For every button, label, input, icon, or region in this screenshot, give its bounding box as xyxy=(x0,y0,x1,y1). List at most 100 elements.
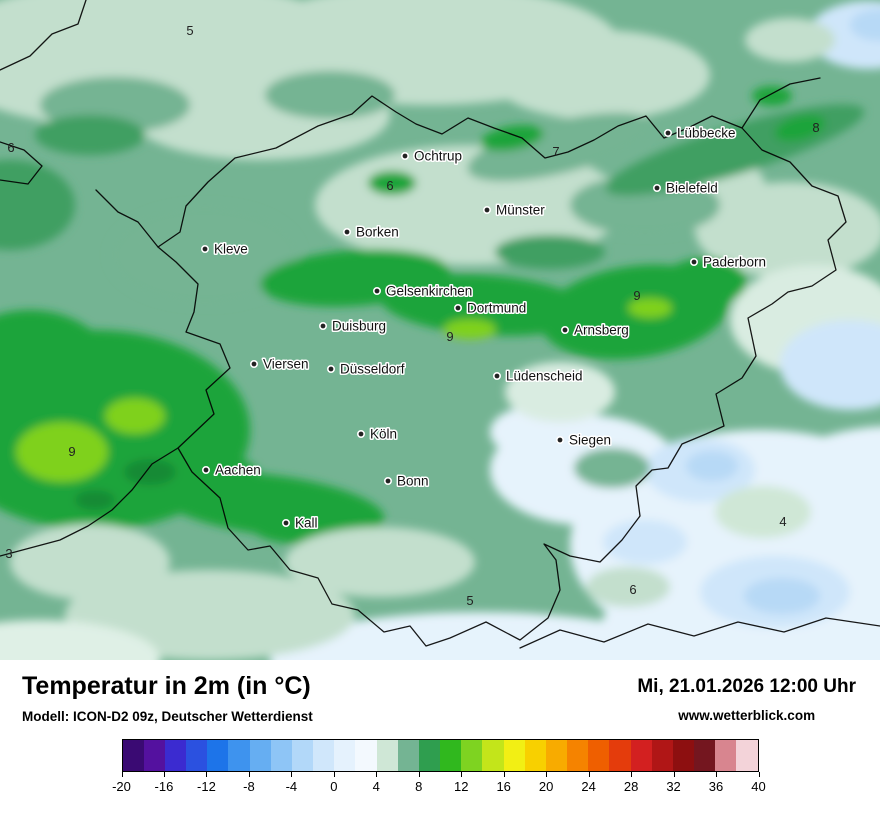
border-north-east xyxy=(741,77,821,129)
city-marker-ochtrup: Ochtrup xyxy=(400,147,464,165)
temperature-value-label: 3 xyxy=(5,546,12,561)
temperature-value-label: 5 xyxy=(466,593,473,608)
city-dot xyxy=(356,429,365,438)
colorbar-tick-label: 40 xyxy=(751,778,766,794)
city-marker-kln: Köln xyxy=(356,425,399,443)
colorbar-tick-label: 32 xyxy=(666,778,681,794)
colorbar-segment xyxy=(694,739,716,771)
city-label: Bielefeld xyxy=(666,181,718,196)
colorbar-segment xyxy=(334,739,356,771)
colorbar-segment xyxy=(482,739,504,771)
city-marker-paderborn: Paderborn xyxy=(689,253,768,271)
colorbar-tickmark xyxy=(716,771,718,777)
colorbar-segment xyxy=(588,739,610,771)
colorbar-gradient xyxy=(121,738,759,772)
city-dot xyxy=(663,129,672,138)
colorbar-segment xyxy=(397,739,419,771)
colorbar-tick-label: 20 xyxy=(538,778,554,794)
colorbar-segment xyxy=(228,739,250,771)
border-south-east xyxy=(519,617,880,649)
city-marker-arnsberg: Arnsberg xyxy=(560,321,630,339)
city-label: Münster xyxy=(496,203,545,218)
colorbar-tickmark xyxy=(758,771,760,777)
city-dot xyxy=(250,359,259,368)
colorbar-tickmark xyxy=(206,771,208,777)
colorbar-segment xyxy=(207,739,229,771)
model-info: Modell: ICON-D2 09z, Deutscher Wetterdie… xyxy=(22,708,313,724)
city-marker-kleve: Kleve xyxy=(201,240,249,258)
footer-header-row: Temperatur in 2m (in °C) Modell: ICON-D2… xyxy=(0,660,880,724)
colorbar-axis: -20 -16 -12 -8 -4 0 4 8 12 16 20 24 28 32 36 40 xyxy=(112,771,766,798)
colorbar-segment xyxy=(715,739,737,771)
city-marker-ldenscheid: Lüdenscheid xyxy=(492,367,584,385)
colorbar-tickmark xyxy=(376,771,378,777)
city-marker-viersen: Viersen xyxy=(250,355,310,373)
city-dot xyxy=(383,476,392,485)
city-marker-aachen: Aachen xyxy=(202,461,262,479)
temperature-value-label: 4 xyxy=(779,514,786,529)
colorbar-tick-label: -4 xyxy=(285,778,298,794)
city-label: Aachen xyxy=(215,463,261,478)
valid-datetime: Mi, 21.01.2026 12:00 Uhr xyxy=(637,676,856,697)
border-netherlands xyxy=(95,189,159,248)
colorbar-tick-label: -16 xyxy=(154,778,174,794)
colorbar-tick-label: 8 xyxy=(415,778,423,794)
colorbar-tick-label: 4 xyxy=(372,778,380,794)
city-label: Lübbecke xyxy=(677,126,736,141)
city-dot xyxy=(201,245,210,254)
colorbar-tickmark xyxy=(291,771,293,777)
colorbar-tickmark xyxy=(546,771,548,777)
colorbar-segment xyxy=(270,739,292,771)
temperature-value-label: 8 xyxy=(812,120,819,135)
colorbar-tickmark xyxy=(163,771,165,777)
temperature-labels: 5 6 8 7 6 9 9 9 4 3 5 6 xyxy=(5,23,819,608)
colorbar-tickmark xyxy=(121,771,123,777)
map-canvas: 5 6 8 7 6 9 9 9 4 3 5 6 Ochtrup Lübbecke Bielefeld Mün… xyxy=(0,0,880,708)
temperature-value-label: 9 xyxy=(446,329,453,344)
colorbar-tickmark xyxy=(588,771,590,777)
colorbar-segment xyxy=(630,739,652,771)
colorbar-segment xyxy=(736,739,758,771)
city-marker-lbbecke: Lübbecke xyxy=(663,124,737,142)
city-dot xyxy=(689,257,698,266)
city-label: Lüdenscheid xyxy=(506,369,583,384)
city-dot xyxy=(482,206,491,215)
border-left-enclave xyxy=(0,141,43,185)
colorbar-segment xyxy=(524,739,546,771)
colorbar-tick-label: 12 xyxy=(453,778,469,794)
city-marker-mnster: Münster xyxy=(482,201,547,219)
colorbar-tick-label: 0 xyxy=(330,778,338,794)
colorbar-tickmark xyxy=(461,771,463,777)
temperature-value-label: 7 xyxy=(552,144,559,159)
colorbar-segment xyxy=(567,739,589,771)
colorbar-tick-label: 36 xyxy=(708,778,724,794)
city-label: Gelsenkirchen xyxy=(386,284,472,299)
colorbar-tick-label: 16 xyxy=(496,778,511,794)
city-marker-bielefeld: Bielefeld xyxy=(652,179,719,197)
colorbar-segment xyxy=(461,739,483,771)
city-marker-dsseldorf: Düsseldorf xyxy=(326,360,406,378)
border-nrw xyxy=(157,95,847,647)
colorbar-segment xyxy=(503,739,525,771)
temperature-map: 5 6 8 7 6 9 9 9 4 3 5 6 Ochtrup Lübbecke Bielefeld Mün… xyxy=(0,0,880,708)
map-footer: Temperatur in 2m (in °C) Modell: ICON-D2… xyxy=(0,660,880,830)
colorbar-tickmark xyxy=(503,771,505,777)
city-marker-gelsenkirchen: Gelsenkirchen xyxy=(372,282,474,300)
city-label: Kleve xyxy=(214,242,248,257)
colorbar-segment xyxy=(376,739,398,771)
city-label: Ochtrup xyxy=(414,149,462,164)
city-marker-siegen: Siegen xyxy=(555,431,613,449)
city-dot xyxy=(342,228,351,237)
colorbar-tickmark xyxy=(673,771,675,777)
temperature-field xyxy=(0,0,880,708)
colorbar-tickmark xyxy=(248,771,250,777)
colorbar-segment xyxy=(355,739,377,771)
city-dot xyxy=(281,518,290,527)
city-dot xyxy=(453,303,462,312)
temperature-value-label: 9 xyxy=(633,288,640,303)
city-label: Köln xyxy=(370,427,397,442)
temperature-value-label: 6 xyxy=(629,582,636,597)
colorbar-tick-label: -8 xyxy=(243,778,255,794)
city-marker-bonn: Bonn xyxy=(383,472,430,490)
